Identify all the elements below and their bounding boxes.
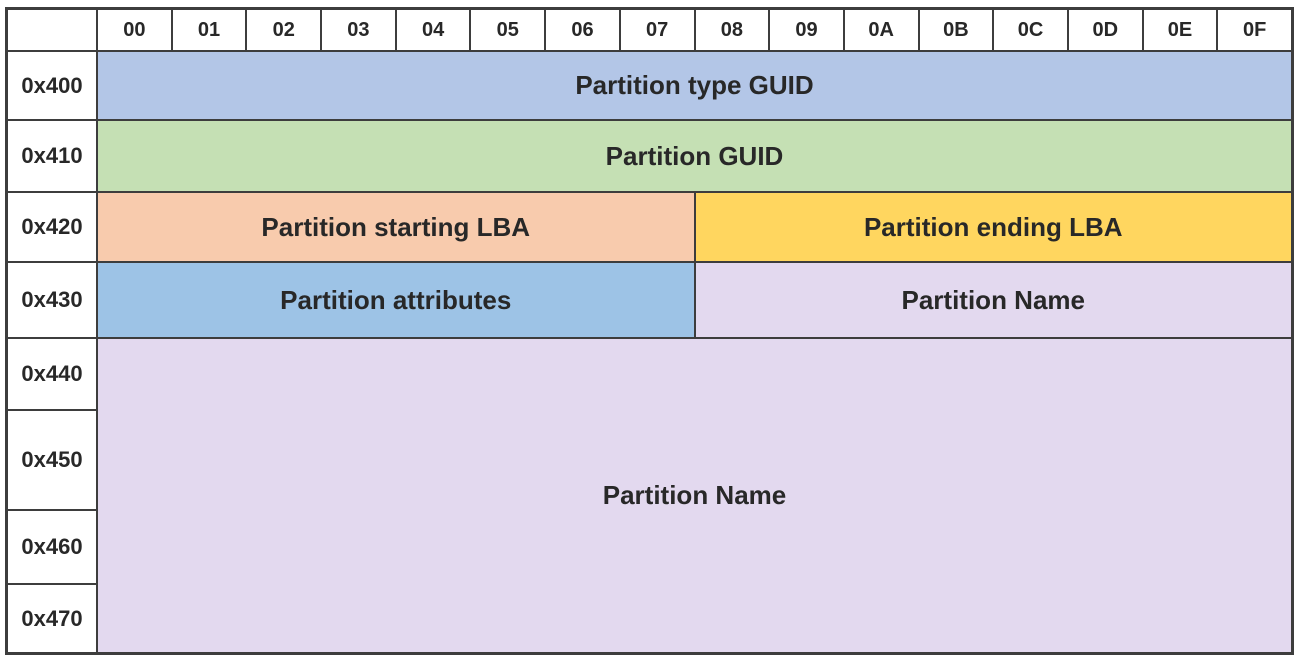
col-header-0a: 0A — [844, 10, 918, 50]
col-header-02: 02 — [247, 10, 321, 50]
col-header-00: 00 — [98, 10, 171, 50]
row-header-0x460: 0x460 — [8, 511, 96, 583]
col-header-03: 03 — [322, 10, 395, 50]
row-header-0x470: 0x470 — [8, 585, 96, 652]
col-header-01: 01 — [172, 10, 246, 50]
col-header-0b: 0B — [919, 10, 993, 50]
byte-layout-table: 00 01 02 03 04 05 06 07 08 09 0A 0B 0C 0… — [5, 7, 1294, 655]
col-header-0d: 0D — [1068, 10, 1142, 50]
field-partition-guid: Partition GUID — [98, 121, 1291, 191]
field-partition-name-high: Partition Name — [695, 263, 1291, 337]
col-header-07: 07 — [620, 10, 694, 50]
row-header-0x430: 0x430 — [8, 263, 96, 337]
field-partition-attributes: Partition attributes — [98, 263, 694, 337]
col-header-04: 04 — [396, 10, 470, 50]
row-header-0x410: 0x410 — [8, 121, 96, 191]
field-partition-ending-lba: Partition ending LBA — [695, 193, 1291, 261]
row-header-0x450: 0x450 — [8, 411, 96, 509]
field-partition-type-guid: Partition type GUID — [98, 52, 1291, 119]
row-header-0x420: 0x420 — [8, 193, 96, 261]
col-header-0f: 0F — [1218, 10, 1291, 50]
col-header-0c: 0C — [994, 10, 1067, 50]
col-header-09: 09 — [770, 10, 843, 50]
col-header-0e: 0E — [1143, 10, 1217, 50]
field-partition-name: Partition Name — [98, 339, 1291, 652]
field-partition-starting-lba: Partition starting LBA — [98, 193, 694, 261]
col-header-08: 08 — [695, 10, 769, 50]
corner-cell — [8, 10, 96, 50]
row-header-0x440: 0x440 — [8, 339, 96, 409]
col-header-05: 05 — [471, 10, 545, 50]
col-header-06: 06 — [546, 10, 619, 50]
row-header-0x400: 0x400 — [8, 52, 96, 119]
